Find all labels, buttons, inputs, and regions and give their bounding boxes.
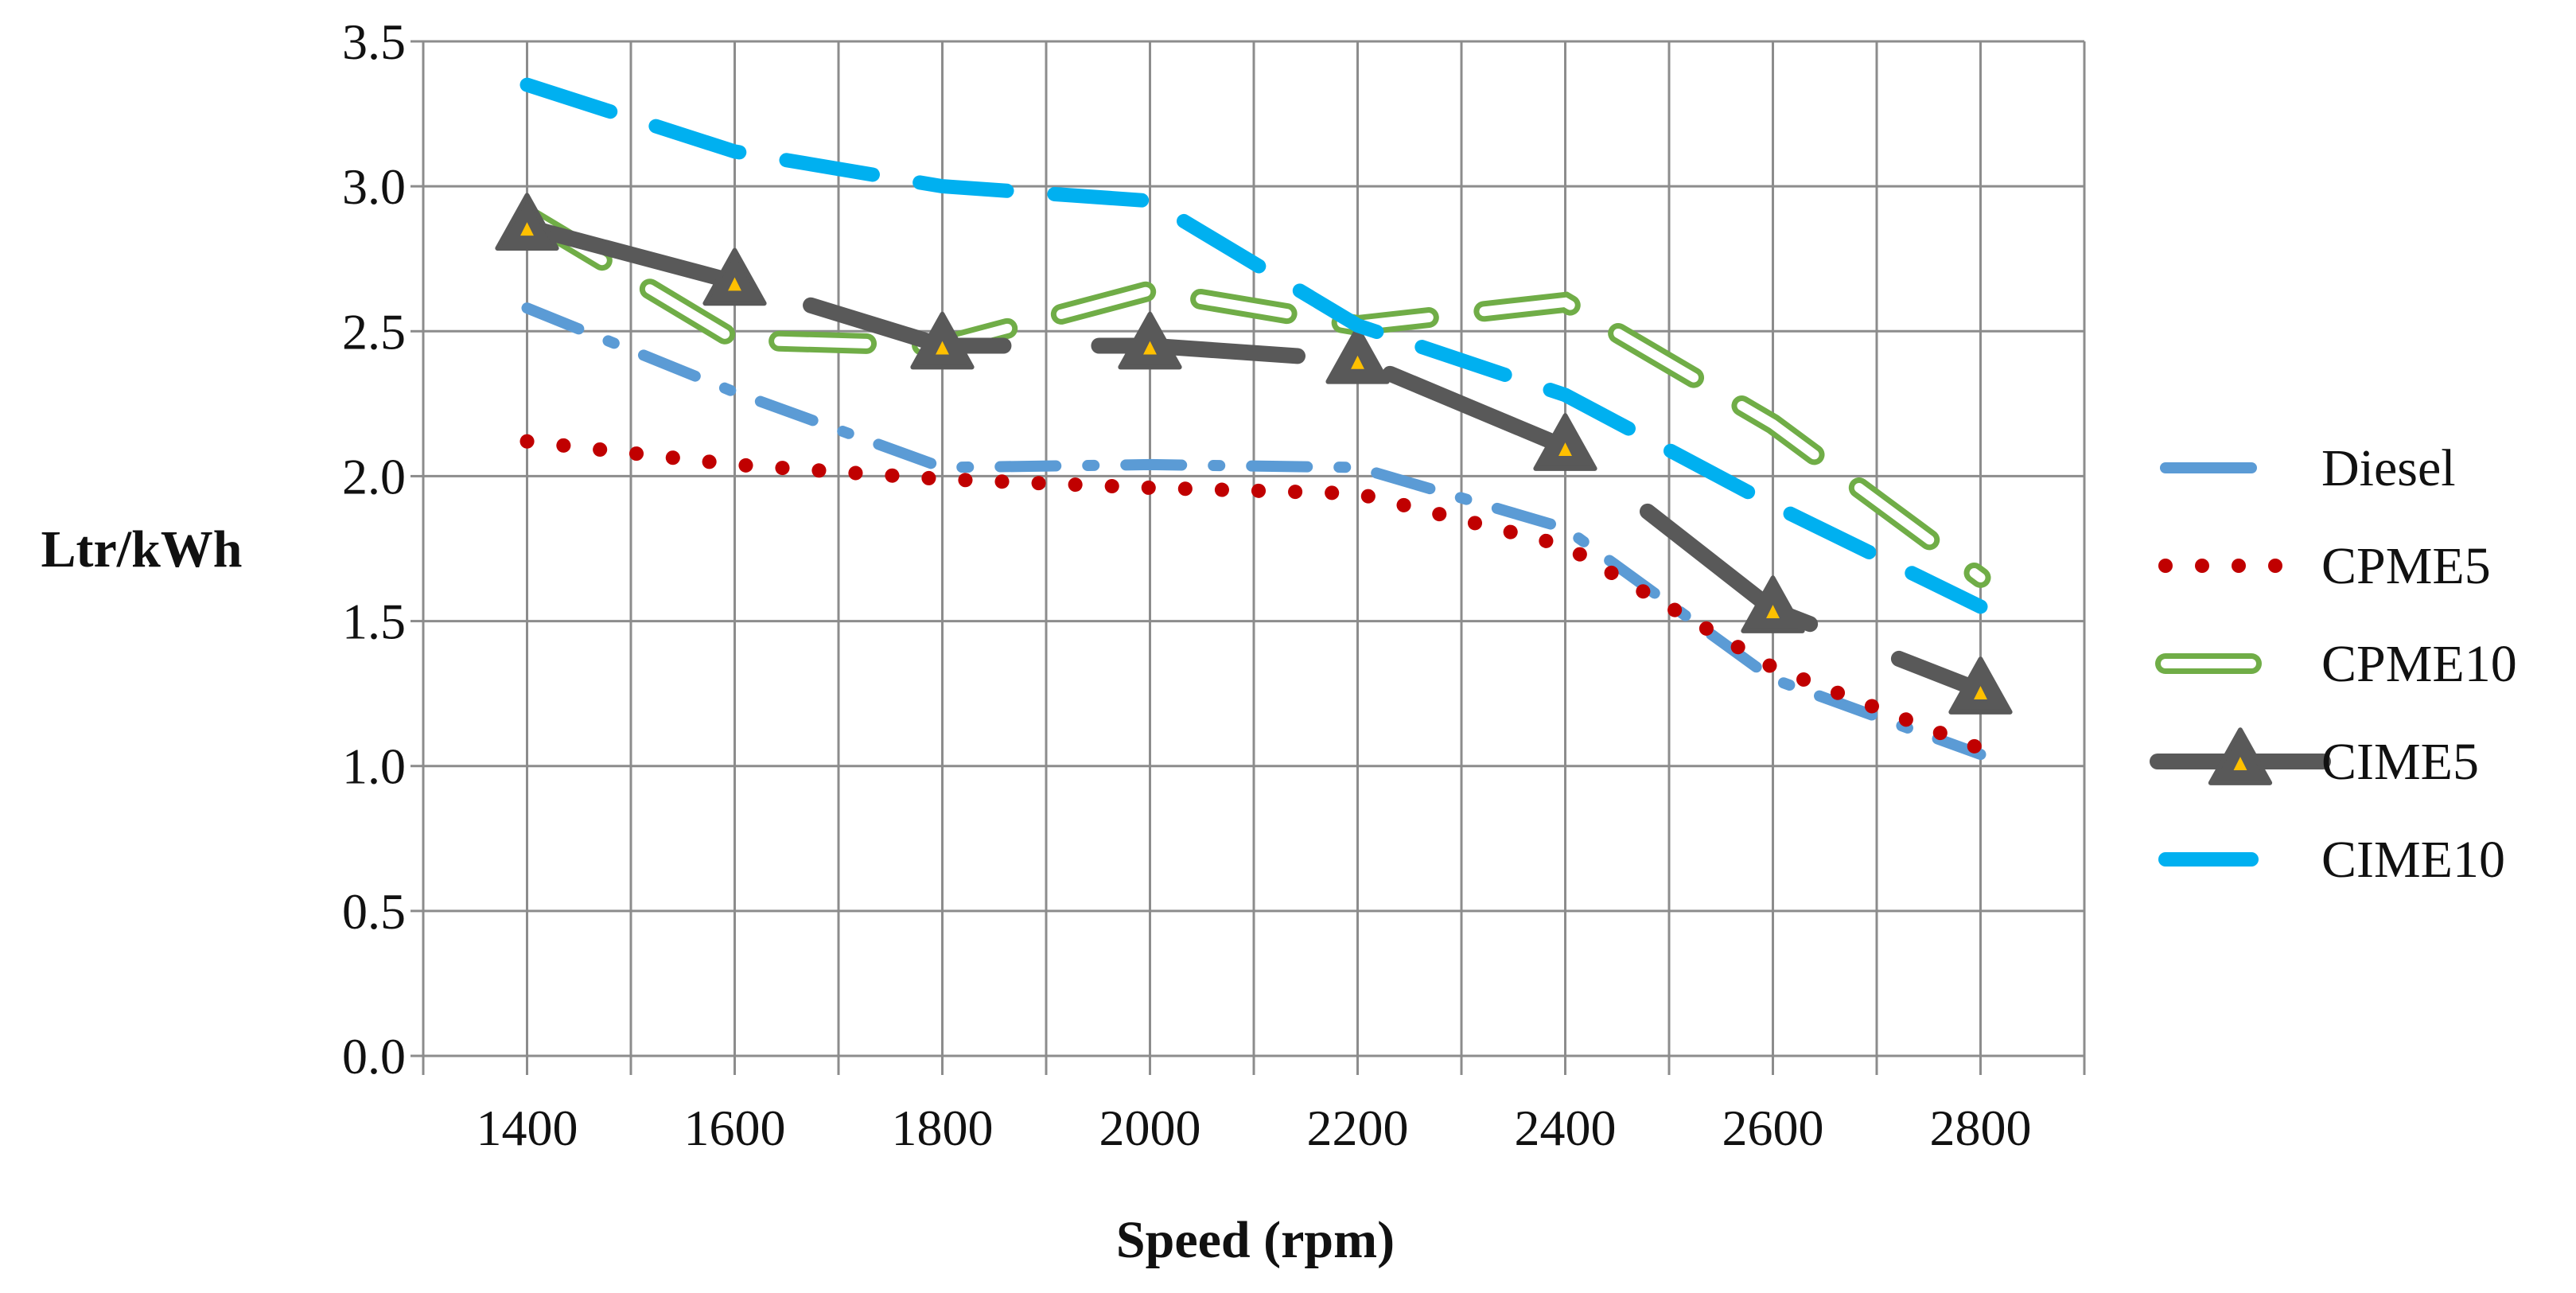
series-line-inner bbox=[522, 210, 1986, 582]
data-point bbox=[1325, 326, 1390, 384]
data-point bbox=[910, 311, 975, 370]
legend-entry-cpme5: CPME5 bbox=[2158, 537, 2491, 595]
legend-label: CPME5 bbox=[2321, 537, 2491, 595]
legend-entry-diesel: Diesel bbox=[2160, 439, 2456, 497]
legend-swatch-dot bbox=[2232, 559, 2246, 573]
data-point-center bbox=[936, 341, 949, 355]
x-tick-label: 2200 bbox=[1307, 1100, 1409, 1156]
data-point-center bbox=[1974, 686, 1987, 700]
legend: Diesel CPME5 CPME10 CIME5 CIME10 bbox=[2150, 439, 2517, 889]
x-axis-title: Speed (rpm) bbox=[1116, 1211, 1395, 1269]
data-point-center bbox=[520, 222, 534, 236]
legend-entry-cime5: CIME5 bbox=[2150, 727, 2479, 791]
series-line bbox=[519, 219, 1989, 699]
data-point-center bbox=[1766, 605, 1780, 619]
y-tick-label: 3.5 bbox=[342, 14, 406, 70]
data-point bbox=[1533, 413, 1597, 471]
x-tick-label: 1800 bbox=[892, 1100, 994, 1156]
legend-label: CIME5 bbox=[2321, 733, 2479, 791]
data-point-center bbox=[1143, 341, 1157, 355]
x-tick-label: 2400 bbox=[1515, 1100, 1617, 1156]
legend-marker-center bbox=[2233, 757, 2247, 771]
legend-label: CIME10 bbox=[2321, 831, 2505, 889]
x-tick-label: 2000 bbox=[1099, 1100, 1201, 1156]
legend-entry-cime10: CIME10 bbox=[2158, 831, 2505, 889]
y-tick-label: 2.5 bbox=[342, 303, 406, 360]
series-cime10 bbox=[519, 77, 1988, 614]
axes: 0.0 0.5 1.0 1.5 2.0 2.5 3.0 3.5 1400 1600 1800 2000… bbox=[342, 14, 2032, 1156]
y-tick-label: 1.5 bbox=[342, 594, 406, 650]
series-cpme5 bbox=[519, 434, 1988, 756]
y-tick-label: 3.0 bbox=[342, 158, 406, 215]
x-tick-label: 1400 bbox=[477, 1100, 578, 1156]
data-point bbox=[702, 247, 767, 306]
y-tick-label: 1.0 bbox=[342, 738, 406, 795]
series-cime5 bbox=[495, 193, 2013, 715]
data-point bbox=[1948, 656, 2013, 715]
legend-swatch-dot bbox=[2268, 559, 2282, 573]
legend-marker bbox=[2208, 727, 2273, 785]
x-tick-label: 1600 bbox=[684, 1100, 786, 1156]
legend-swatch-dot bbox=[2158, 559, 2173, 573]
legend-entry-cpme10: CPME10 bbox=[2155, 635, 2517, 693]
series-line bbox=[519, 434, 1988, 756]
y-tick-label: 0.0 bbox=[342, 1028, 406, 1085]
legend-label: Diesel bbox=[2321, 439, 2456, 497]
data-point-center bbox=[1558, 442, 1572, 457]
x-tick-label: 2800 bbox=[1930, 1100, 2032, 1156]
series-group bbox=[495, 77, 2013, 761]
data-point-center bbox=[1351, 355, 1364, 369]
x-tick-label: 2600 bbox=[1722, 1100, 1824, 1156]
data-point-center bbox=[728, 277, 741, 291]
grid bbox=[422, 40, 2086, 1075]
legend-swatch-dot bbox=[2195, 559, 2209, 573]
data-point bbox=[495, 193, 559, 251]
y-tick-label: 0.5 bbox=[342, 883, 406, 940]
y-axis-title: Ltr/kWh bbox=[41, 520, 242, 578]
series-cpme10 bbox=[516, 204, 1991, 588]
series-line bbox=[519, 77, 1988, 614]
y-tick-label: 2.0 bbox=[342, 448, 406, 504]
data-point bbox=[1118, 311, 1182, 370]
data-point bbox=[1741, 575, 1805, 633]
legend-label: CPME10 bbox=[2321, 635, 2517, 693]
